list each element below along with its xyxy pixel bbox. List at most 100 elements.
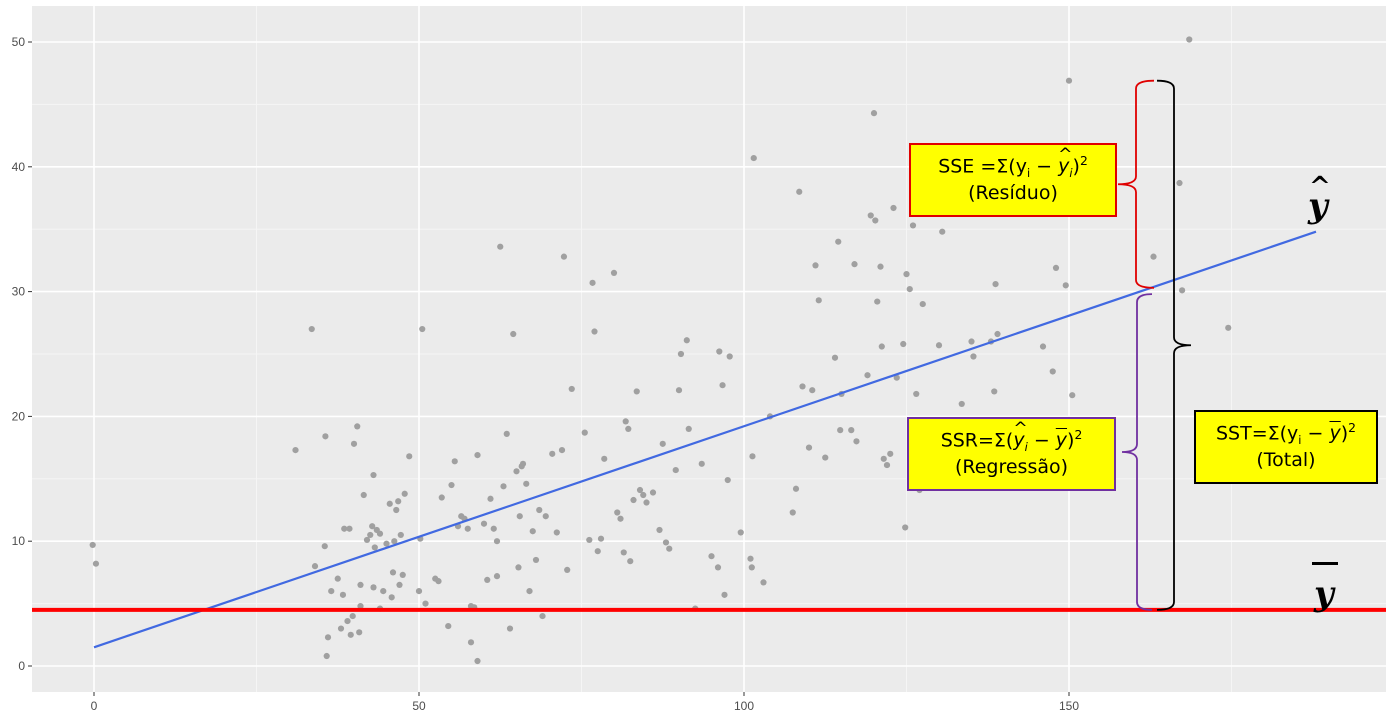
data-point	[397, 531, 404, 539]
data-point	[677, 350, 685, 358]
data-point	[883, 461, 891, 469]
data-point	[822, 454, 829, 461]
data-point	[376, 530, 384, 537]
data-point	[714, 564, 722, 571]
data-point	[1039, 343, 1047, 350]
data-point	[630, 496, 637, 504]
data-point	[812, 262, 819, 269]
data-point	[874, 298, 881, 305]
y-hat-symbol: y	[1013, 418, 1025, 454]
y-tick-label: 50	[12, 35, 26, 49]
y-bar-symbol: y	[1329, 422, 1341, 445]
data-point	[1065, 77, 1073, 84]
data-point	[853, 438, 860, 445]
data-point	[586, 536, 593, 544]
sse-caption: (Resíduo)	[968, 182, 1058, 205]
data-point	[1176, 179, 1183, 187]
points	[89, 36, 1232, 665]
data-point	[484, 576, 491, 583]
data-point	[497, 243, 504, 250]
data-point	[848, 427, 855, 434]
data-point	[474, 451, 481, 459]
data-point	[487, 495, 494, 502]
data-point	[523, 480, 530, 487]
x-axis: 0 50 100 150	[91, 692, 1079, 713]
sse-brace	[1117, 79, 1155, 289]
data-point	[750, 154, 757, 162]
data-point	[614, 509, 621, 516]
data-point	[516, 513, 523, 520]
data-point	[649, 489, 657, 496]
data-point	[666, 545, 673, 552]
data-point	[391, 538, 398, 545]
data-point	[328, 588, 335, 595]
ssr-caption: (Regressão)	[954, 456, 1069, 479]
data-point	[346, 525, 353, 532]
hat-glyph: ^	[1309, 172, 1331, 202]
data-point	[887, 450, 894, 457]
data-point	[356, 629, 363, 636]
data-point	[371, 544, 378, 551]
data-point	[357, 581, 364, 588]
data-point	[994, 330, 1001, 338]
data-point	[970, 353, 977, 360]
data-point	[749, 453, 756, 460]
data-point	[870, 110, 878, 117]
data-point	[851, 261, 858, 268]
sst-caption: (Total)	[1256, 449, 1316, 472]
data-point	[633, 388, 640, 395]
data-point	[935, 342, 943, 349]
data-point	[510, 330, 517, 338]
data-point	[831, 354, 839, 361]
data-point	[636, 486, 644, 494]
data-point	[675, 387, 683, 394]
data-point	[369, 523, 376, 530]
data-point	[526, 588, 533, 595]
data-point	[919, 300, 926, 308]
data-point	[415, 588, 423, 595]
data-point	[620, 549, 627, 556]
sst-formula: SST=Σ(yi − y)2	[1215, 420, 1356, 448]
y-hat-symbol: y	[1058, 144, 1070, 180]
data-point	[909, 222, 917, 229]
data-point	[323, 652, 330, 660]
y-hat-label: ^ y	[1308, 172, 1331, 226]
x-tick-label: 0	[91, 699, 98, 713]
data-point	[493, 573, 501, 580]
data-point	[347, 631, 354, 638]
data-point	[805, 444, 813, 451]
data-point	[878, 343, 885, 350]
data-point	[643, 499, 650, 506]
data-point	[474, 657, 481, 665]
data-point	[799, 383, 806, 390]
data-point	[900, 340, 907, 348]
y-bar-symbol: y	[1055, 429, 1068, 452]
y-tick-label: 10	[12, 534, 26, 548]
data-point	[539, 612, 546, 620]
data-point	[617, 515, 624, 522]
data-point	[902, 524, 909, 531]
bar-glyph	[1312, 562, 1338, 565]
data-point	[553, 529, 560, 536]
data-point	[386, 500, 393, 507]
data-point	[906, 286, 913, 293]
data-point	[393, 506, 400, 514]
data-point	[549, 450, 556, 457]
sst-box: SST=Σ(yi − y)2 (Total)	[1194, 410, 1378, 484]
data-point	[370, 584, 377, 591]
data-point	[380, 588, 387, 595]
data-point	[716, 348, 723, 355]
data-point	[542, 513, 549, 520]
ssr-formula: SSR=Σ(yi − y)2	[909, 418, 1114, 456]
data-point	[445, 622, 452, 630]
data-point	[311, 563, 319, 570]
data-point	[685, 425, 692, 432]
data-point	[395, 498, 402, 505]
data-point	[698, 460, 705, 467]
data-point	[349, 612, 356, 620]
data-point	[867, 212, 874, 219]
data-point	[406, 453, 413, 460]
data-point	[625, 425, 632, 432]
data-point	[568, 385, 575, 393]
data-point	[877, 263, 884, 270]
